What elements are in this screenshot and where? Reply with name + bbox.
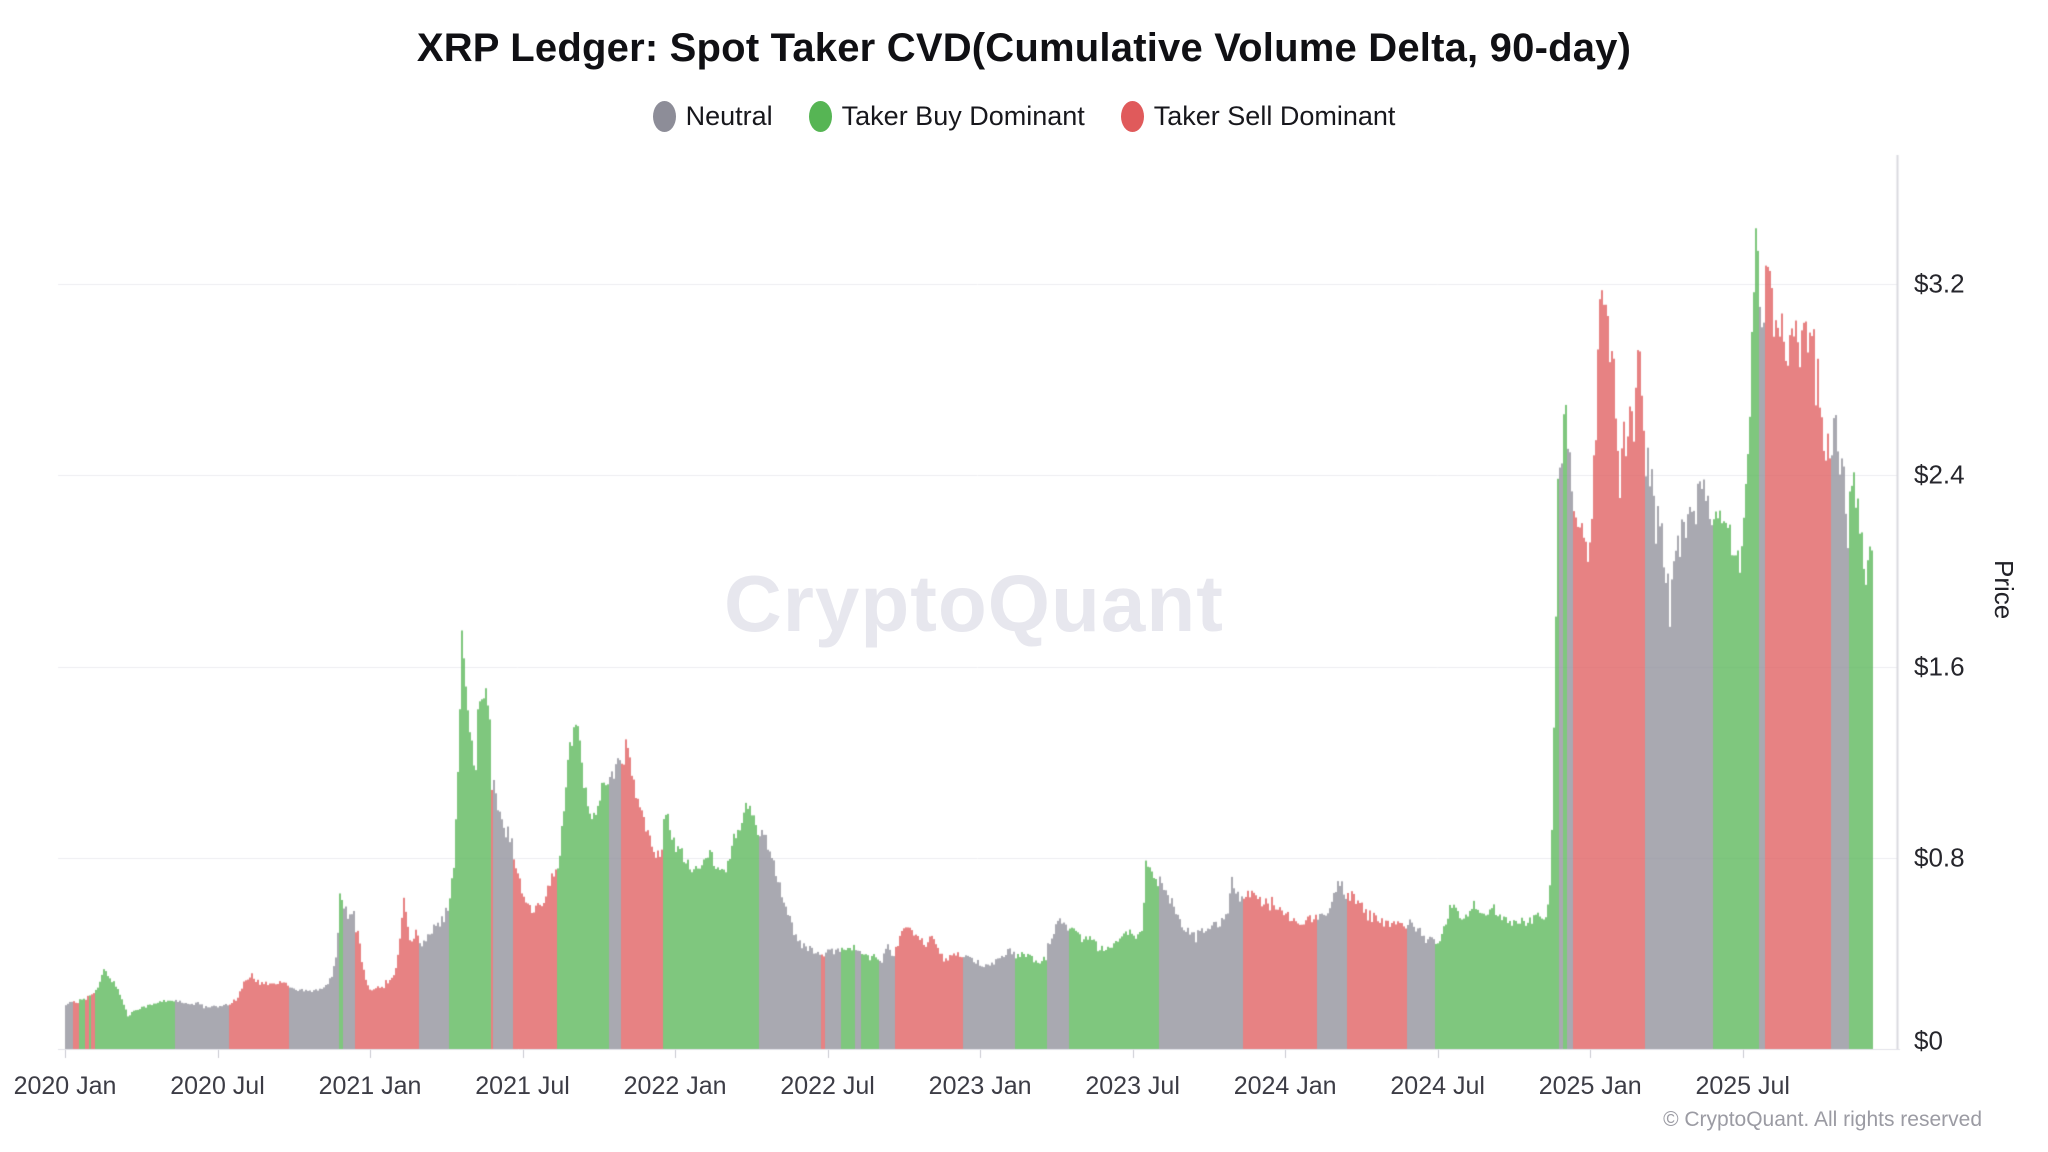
x-tick-label: 2024 Jan <box>1233 1072 1337 1100</box>
x-tick-label: 2024 Jul <box>1390 1072 1485 1100</box>
y-axis-title: Price <box>1989 560 2019 620</box>
x-tick-label: 2022 Jul <box>780 1072 875 1100</box>
x-tick-label: 2023 Jul <box>1085 1072 1180 1100</box>
y-tick-label: $0 <box>1914 1025 1943 1056</box>
x-tick-label: 2021 Jan <box>318 1072 422 1100</box>
x-tick-label: 2020 Jul <box>170 1072 265 1100</box>
y-tick-label: $1.6 <box>1914 651 1965 682</box>
x-tick-label: 2020 Jan <box>13 1072 117 1100</box>
x-tick-label: 2025 Jul <box>1695 1072 1790 1100</box>
x-tick-label: 2023 Jan <box>928 1072 1032 1100</box>
x-tick-label: 2021 Jul <box>475 1072 570 1100</box>
x-tick-label: 2022 Jan <box>623 1072 727 1100</box>
x-tick-label: 2025 Jan <box>1538 1072 1642 1100</box>
y-tick-label: $2.4 <box>1914 459 1965 490</box>
y-tick-label: $3.2 <box>1914 268 1965 299</box>
y-tick-label: $0.8 <box>1914 842 1965 873</box>
copyright-notice: © CryptoQuant. All rights reserved <box>1663 1108 1982 1131</box>
